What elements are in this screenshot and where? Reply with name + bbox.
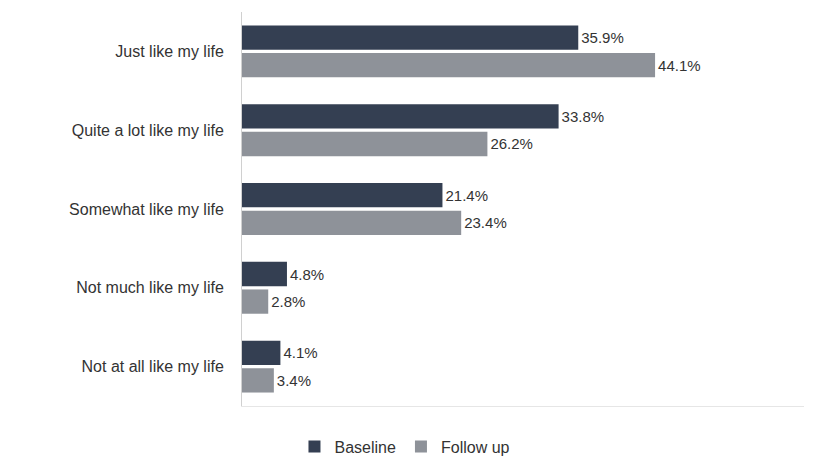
svg-text:Somewhat like my life: Somewhat like my life	[69, 201, 224, 218]
svg-text:Not much like my life: Not much like my life	[76, 279, 224, 296]
svg-text:Follow up: Follow up	[441, 439, 510, 456]
svg-text:33.8%: 33.8%	[562, 108, 605, 125]
svg-text:4.8%: 4.8%	[290, 266, 324, 283]
svg-text:Baseline: Baseline	[334, 439, 395, 456]
svg-text:2.8%: 2.8%	[271, 293, 305, 310]
svg-text:26.2%: 26.2%	[490, 135, 533, 152]
svg-text:4.1%: 4.1%	[283, 344, 317, 361]
svg-text:44.1%: 44.1%	[658, 57, 701, 74]
svg-text:3.4%: 3.4%	[277, 372, 311, 389]
svg-text:Just like my life: Just like my life	[115, 43, 224, 60]
svg-text:23.4%: 23.4%	[464, 214, 507, 231]
svg-text:Quite a lot like my life: Quite a lot like my life	[72, 122, 224, 139]
svg-text:21.4%: 21.4%	[445, 187, 488, 204]
svg-text:Not at all like my life: Not at all like my life	[82, 358, 224, 375]
svg-text:35.9%: 35.9%	[581, 29, 624, 46]
